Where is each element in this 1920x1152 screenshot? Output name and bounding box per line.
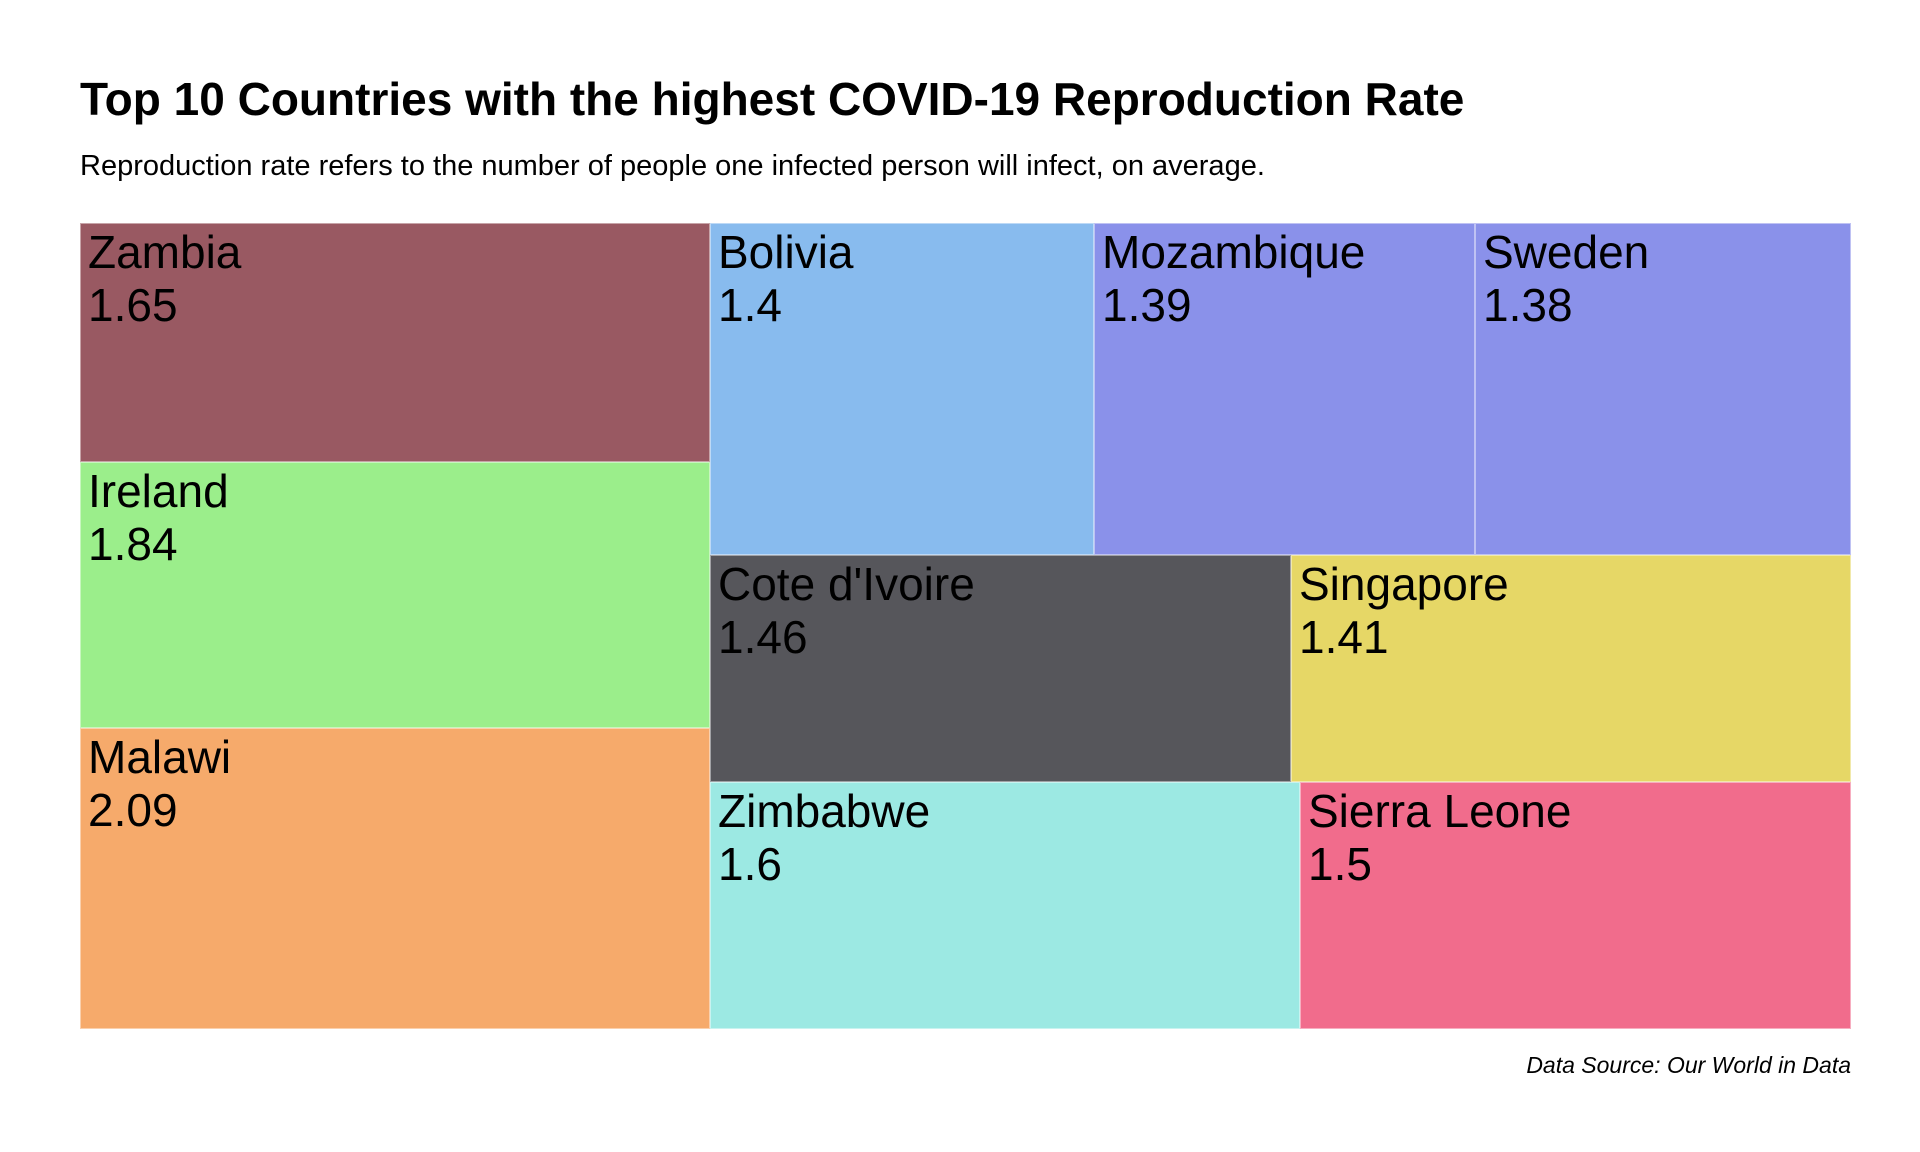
tile-zambia: Zambia 1.65 [80,223,710,462]
tile-label: Ireland 1.84 [88,465,229,571]
tile-country-name: Zimbabwe [718,785,931,837]
chart-title: Top 10 Countries with the highest COVID-… [80,73,1465,125]
tile-value: 1.39 [1102,279,1192,331]
tile-label: Zambia 1.65 [88,226,241,332]
tile-country-name: Ireland [88,465,229,517]
tile-label: Cote d'Ivoire 1.46 [718,558,975,664]
tile-country-name: Mozambique [1102,226,1366,278]
tile-value: 1.65 [88,279,178,331]
tile-country-name: Sweden [1483,226,1650,278]
tile-malawi: Malawi 2.09 [80,728,710,1029]
chart-subtitle: Reproduction rate refers to the number o… [80,150,1265,182]
tile-mozambique: Mozambique 1.39 [1094,223,1475,555]
treemap: Zambia 1.65 Ireland 1.84 Malawi 2.09 Bolivia 1.… [80,223,1851,1029]
tile-cote-d-ivoire: Cote d'Ivoire 1.46 [710,555,1291,782]
tile-label: Malawi 2.09 [88,731,231,837]
tile-ireland: Ireland 1.84 [80,462,710,728]
tile-label: Singapore 1.41 [1299,558,1509,664]
tile-zimbabwe: Zimbabwe 1.6 [710,782,1300,1029]
tile-value: 1.5 [1308,838,1372,890]
tile-sweden: Sweden 1.38 [1475,223,1851,555]
tile-label: Sweden 1.38 [1483,226,1649,332]
tile-singapore: Singapore 1.41 [1291,555,1851,782]
tile-sierra-leone: Sierra Leone 1.5 [1300,782,1851,1029]
tile-value: 1.38 [1483,279,1573,331]
tile-value: 1.46 [718,611,808,663]
tile-label: Sierra Leone 1.5 [1308,785,1571,891]
tile-value: 2.09 [88,784,178,836]
tile-value: 1.6 [718,838,782,890]
tile-country-name: Sierra Leone [1308,785,1572,837]
tile-value: 1.41 [1299,611,1389,663]
tile-country-name: Zambia [88,226,242,278]
tile-country-name: Cote d'Ivoire [718,558,975,610]
tile-label: Zimbabwe 1.6 [718,785,930,891]
tile-bolivia: Bolivia 1.4 [710,223,1094,555]
data-source-note: Data Source: Our World in Data [1526,1052,1851,1078]
tile-country-name: Singapore [1299,558,1509,610]
tile-label: Bolivia 1.4 [718,226,854,332]
tile-label: Mozambique 1.39 [1102,226,1365,332]
tile-value: 1.84 [88,518,178,570]
tile-country-name: Malawi [88,731,232,783]
tile-country-name: Bolivia [718,226,854,278]
tile-value: 1.4 [718,279,782,331]
